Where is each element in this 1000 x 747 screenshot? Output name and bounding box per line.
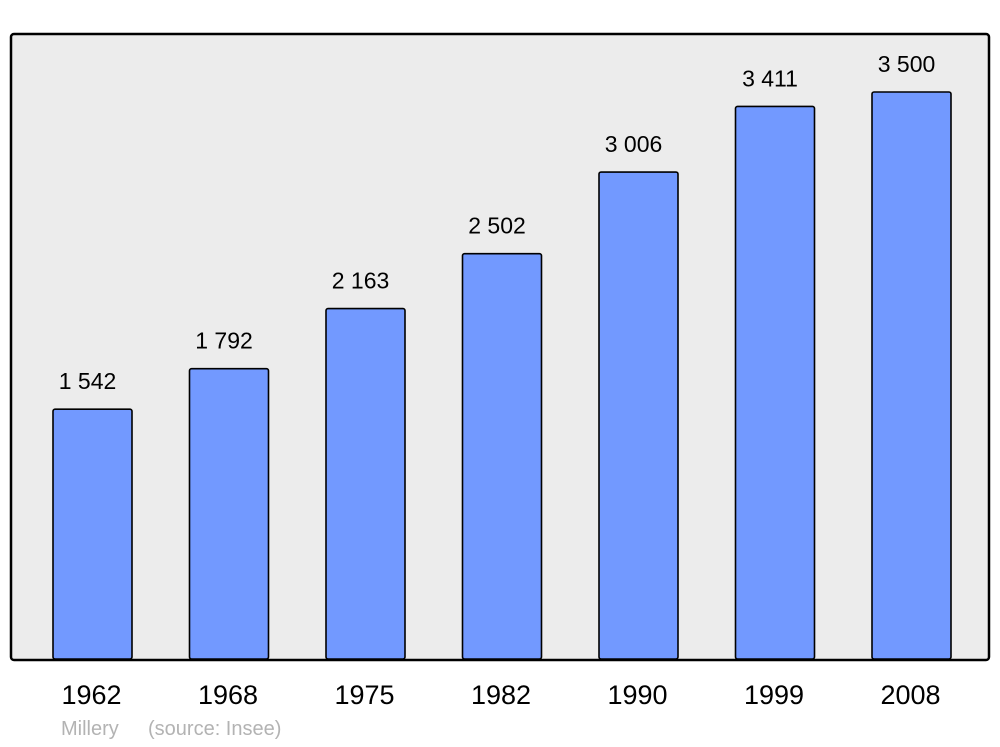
bar-1968 bbox=[188, 367, 270, 660]
x-tick-label-1962: 1962 bbox=[61, 680, 121, 710]
data-label-1962: 1 542 bbox=[59, 368, 117, 394]
bar-1975 bbox=[325, 307, 406, 660]
x-tick-label-1999: 1999 bbox=[744, 680, 804, 710]
data-label-1975: 2 163 bbox=[332, 268, 390, 294]
footer-source: (source: Insee) bbox=[148, 718, 282, 740]
bar-2008 bbox=[871, 91, 952, 660]
data-label-2008: 3 500 bbox=[878, 51, 936, 77]
bar-1962 bbox=[52, 408, 133, 660]
data-label-1982: 2 502 bbox=[468, 213, 526, 239]
x-tick-label-1990: 1990 bbox=[607, 680, 667, 710]
bar-1982 bbox=[461, 252, 543, 660]
x-tick-label-1968: 1968 bbox=[198, 680, 258, 710]
bar-1990 bbox=[598, 171, 679, 660]
data-label-1990: 3 006 bbox=[605, 131, 663, 157]
data-label-1968: 1 792 bbox=[195, 328, 253, 354]
data-label-1999: 3 411 bbox=[742, 65, 798, 91]
x-tick-label-2008: 2008 bbox=[880, 680, 940, 710]
x-tick-label-1975: 1975 bbox=[334, 680, 394, 710]
bar-1999 bbox=[734, 105, 816, 660]
footer-place: Millery bbox=[61, 718, 119, 740]
x-tick-label-1982: 1982 bbox=[471, 680, 531, 710]
